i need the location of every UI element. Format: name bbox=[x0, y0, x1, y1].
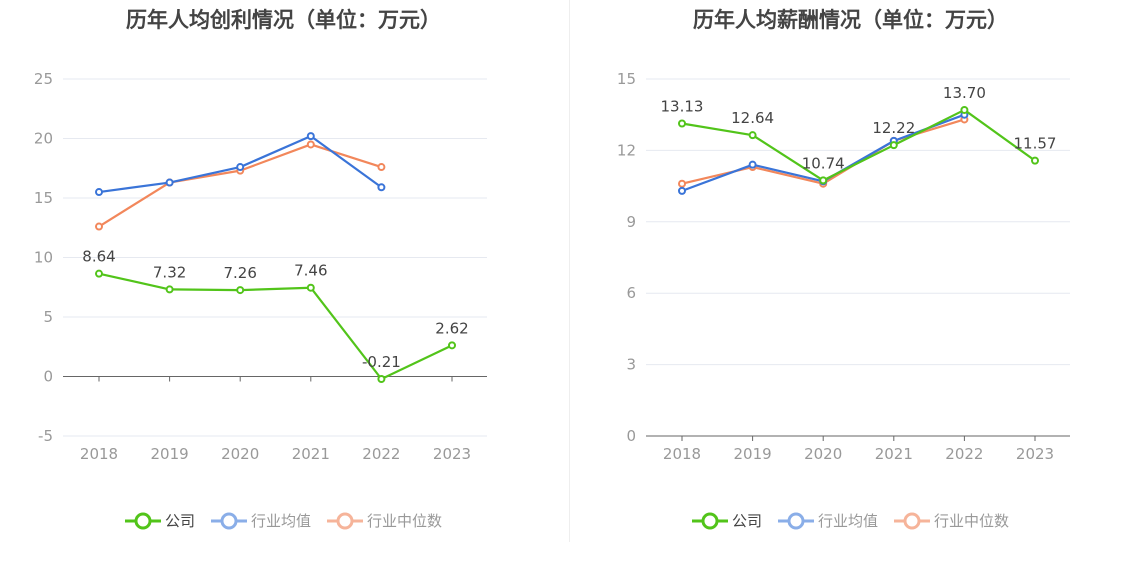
legend-label: 行业中位数 bbox=[934, 512, 1010, 530]
data-label: -0.21 bbox=[362, 353, 401, 371]
data-point-company bbox=[1031, 156, 1039, 165]
legend-item-industry-avg[interactable]: 行业均值 bbox=[210, 510, 311, 531]
data-point-industry-avg bbox=[236, 163, 245, 172]
salary-chart-panel: 历年人均薪酬情况（单位：万元） 0 3 6 9 12 15 2018 2019 2020 2021… bbox=[567, 0, 1134, 582]
series-line-company bbox=[681, 108, 1036, 182]
legend-label: 行业均值 bbox=[250, 512, 311, 530]
data-point-company bbox=[748, 131, 757, 140]
x-tick-label: 2023 bbox=[1016, 445, 1054, 463]
data-point-industry-median bbox=[377, 163, 386, 172]
y-tick-label: 25 bbox=[34, 70, 53, 88]
data-point-industry-avg bbox=[678, 186, 686, 195]
data-point-industry-median bbox=[306, 140, 315, 149]
profit-chart-plot: -5 0 5 10 15 20 25 2018 2019 2020 2021 2022 2023 8.64… bbox=[34, 70, 487, 463]
data-point-company bbox=[236, 286, 245, 295]
data-point-company bbox=[165, 285, 174, 294]
legend-label: 行业均值 bbox=[817, 512, 878, 530]
x-tick-label: 2021 bbox=[292, 445, 330, 463]
chart-legend: 公司 行业均值 行业中位数 bbox=[0, 510, 567, 531]
chart-title: 历年人均薪酬情况（单位：万元） bbox=[693, 8, 1008, 32]
x-tick-label: 2022 bbox=[362, 445, 400, 463]
y-tick-label: 20 bbox=[34, 130, 53, 148]
series-line-company bbox=[98, 272, 453, 381]
legend-item-industry-avg[interactable]: 行业均值 bbox=[777, 510, 878, 531]
data-point-industry-median bbox=[678, 179, 686, 188]
legend-label: 公司 bbox=[164, 512, 195, 530]
data-label: 10.74 bbox=[802, 154, 845, 172]
x-tick-label: 2020 bbox=[804, 445, 842, 463]
y-tick-label: 9 bbox=[626, 213, 636, 231]
x-tick-label: 2018 bbox=[80, 445, 118, 463]
x-tick-label: 2019 bbox=[734, 445, 772, 463]
y-tick-label: 5 bbox=[43, 308, 53, 326]
data-label: 13.13 bbox=[661, 98, 704, 116]
x-tick-label: 2021 bbox=[875, 445, 913, 463]
legend-item-company[interactable]: 公司 bbox=[124, 510, 195, 531]
data-label: 13.70 bbox=[943, 84, 986, 102]
legend-company-icon bbox=[124, 512, 161, 529]
y-tick-label: 0 bbox=[626, 427, 636, 445]
x-tick-label: 2022 bbox=[945, 445, 983, 463]
legend-label: 行业中位数 bbox=[367, 512, 443, 530]
data-label: 12.22 bbox=[872, 119, 915, 137]
legend-item-industry-median[interactable]: 行业中位数 bbox=[327, 510, 442, 531]
data-label: 7.26 bbox=[223, 264, 256, 282]
y-tick-label: 12 bbox=[617, 141, 636, 159]
y-tick-label: 0 bbox=[43, 368, 53, 386]
salary-chart-plot: 0 3 6 9 12 15 2018 2019 2020 2021 2022 2023 13.13 12.… bbox=[617, 70, 1070, 463]
data-point-industry-avg bbox=[748, 160, 757, 169]
data-label: 7.46 bbox=[294, 262, 327, 280]
data-point-industry-avg bbox=[95, 188, 103, 197]
y-tick-label: 15 bbox=[34, 189, 53, 207]
chart-title: 历年人均创利情况（单位：万元） bbox=[126, 8, 441, 32]
x-tick-label: 2023 bbox=[433, 445, 471, 463]
legend-industry-median-icon bbox=[894, 512, 930, 529]
data-point-company bbox=[678, 119, 686, 128]
data-point-industry-avg bbox=[306, 132, 315, 141]
chart-legend: 公司 行业均值 行业中位数 bbox=[567, 510, 1134, 531]
data-point-industry-avg bbox=[377, 183, 386, 192]
legend-industry-avg-icon bbox=[210, 512, 247, 529]
data-point-industry-median bbox=[95, 222, 103, 231]
legend-industry-median-icon bbox=[327, 512, 363, 529]
y-tick-label: 6 bbox=[626, 284, 636, 302]
data-point-company bbox=[95, 269, 103, 278]
data-label: 12.64 bbox=[731, 109, 774, 127]
y-tick-label: 15 bbox=[617, 70, 636, 88]
profit-chart-panel: 历年人均创利情况（单位：万元） -5 0 5 10 15 20 25 2018 2019 2020… bbox=[0, 8, 567, 531]
data-label: 8.64 bbox=[82, 248, 115, 266]
data-point-company bbox=[960, 105, 969, 114]
data-point-company bbox=[306, 283, 315, 292]
x-tick-label: 2019 bbox=[151, 445, 189, 463]
data-label: 11.57 bbox=[1014, 135, 1057, 153]
data-point-industry-avg bbox=[165, 178, 174, 187]
data-point-company bbox=[819, 176, 828, 185]
legend-item-industry-median[interactable]: 行业中位数 bbox=[894, 510, 1009, 531]
x-tick-label: 2020 bbox=[221, 445, 259, 463]
y-tick-label: -5 bbox=[38, 427, 53, 445]
panel-divider bbox=[569, 0, 570, 542]
y-tick-label: 10 bbox=[34, 249, 53, 267]
data-point-company bbox=[377, 374, 386, 383]
legend-label: 公司 bbox=[731, 512, 762, 530]
data-label: 2.62 bbox=[435, 319, 468, 337]
data-point-company bbox=[448, 341, 456, 350]
legend-item-company[interactable]: 公司 bbox=[691, 510, 762, 531]
y-tick-label: 3 bbox=[626, 356, 636, 374]
data-label: 7.32 bbox=[153, 263, 186, 281]
legend-industry-avg-icon bbox=[777, 512, 814, 529]
x-tick-label: 2018 bbox=[663, 445, 701, 463]
legend-company-icon bbox=[691, 512, 728, 529]
data-point-company bbox=[889, 141, 898, 150]
